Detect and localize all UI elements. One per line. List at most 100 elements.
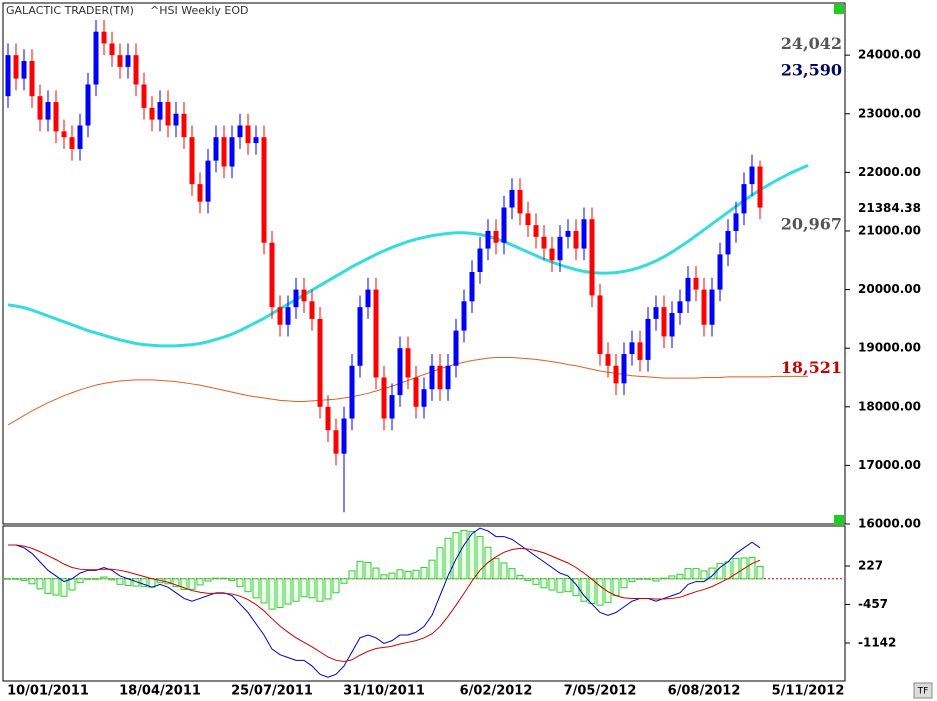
candle-body <box>205 160 211 202</box>
histogram-bar <box>532 578 540 585</box>
price-annotation: 20,967 <box>781 214 842 233</box>
candle-body <box>557 236 563 261</box>
histogram-bar <box>244 578 252 593</box>
indicator-line <box>8 544 761 662</box>
histogram-bar <box>668 575 676 580</box>
x-tick-label: 6/02/2012 <box>460 684 533 699</box>
histogram-bar <box>628 578 636 583</box>
histogram-bar <box>380 574 388 580</box>
corner-square <box>834 515 844 525</box>
histogram-bar <box>300 578 308 598</box>
histogram-bar <box>564 578 572 593</box>
histogram-bar <box>524 578 532 581</box>
histogram-bar <box>572 578 580 597</box>
price-annotation: 18,521 <box>781 358 842 377</box>
histogram-bar <box>404 570 412 580</box>
histogram-bar <box>436 547 444 580</box>
candle-body <box>293 289 299 308</box>
candle-body <box>21 61 27 79</box>
candle-body <box>613 365 619 384</box>
y-tick-label: 23000.00 <box>858 106 921 120</box>
candle-body <box>677 301 683 314</box>
histogram-bar <box>732 558 740 580</box>
histogram-bar <box>44 578 52 594</box>
candle-body <box>61 131 67 138</box>
histogram-bar <box>140 578 148 588</box>
histogram-bar <box>420 567 428 580</box>
candle-body <box>277 307 283 325</box>
candle-body <box>749 166 755 185</box>
histogram-bar <box>548 578 556 591</box>
candle-body <box>637 342 643 360</box>
candle-body <box>189 137 195 185</box>
histogram-bar <box>316 578 324 602</box>
histogram-bar <box>604 578 612 603</box>
price-annotation: 21384.38 <box>858 201 921 215</box>
candle-body <box>229 137 235 167</box>
histogram-bar <box>660 577 668 580</box>
candle-body <box>629 342 635 355</box>
candle-body <box>485 230 491 249</box>
histogram-bar <box>428 559 436 580</box>
x-tick-label: 6/08/2012 <box>668 684 741 699</box>
x-tick-label: 5/11/2012 <box>772 684 845 699</box>
candle-body <box>53 102 59 132</box>
candle-body <box>269 242 275 308</box>
histogram-bar <box>476 536 484 580</box>
candle-body <box>621 354 627 384</box>
histogram-bar <box>36 578 44 590</box>
candle-body <box>253 137 259 144</box>
candle-body <box>413 377 419 407</box>
histogram-bar <box>444 537 452 580</box>
candle-body <box>597 295 603 355</box>
y-tick-label: 18000.00 <box>858 399 921 413</box>
candle-body <box>605 354 611 366</box>
candle-body <box>101 31 107 44</box>
candle-body <box>357 307 363 366</box>
histogram-bar <box>332 578 340 594</box>
candle-body <box>5 55 11 97</box>
y-tick-label: 227 <box>858 558 883 572</box>
candle-body <box>45 102 51 120</box>
candle-body <box>173 113 179 126</box>
histogram-bar <box>212 577 220 580</box>
candle-body <box>709 289 715 325</box>
candle-body <box>517 189 523 214</box>
candle-body <box>645 318 651 360</box>
histogram-bar <box>180 578 188 590</box>
histogram-bar <box>228 578 236 581</box>
histogram-bar <box>556 578 564 593</box>
histogram-bar <box>100 576 108 580</box>
candle-body <box>493 230 499 243</box>
overlay-line <box>7 163 809 348</box>
histogram-bar <box>252 578 260 599</box>
candle-body <box>245 125 251 144</box>
candle-body <box>453 330 459 366</box>
candle-body <box>29 61 35 97</box>
histogram-bar <box>12 578 20 580</box>
histogram-bar <box>372 567 380 580</box>
candle-body <box>429 365 435 390</box>
candle-body <box>397 348 403 396</box>
candle-body <box>509 189 515 208</box>
histogram-bar <box>700 570 708 580</box>
histogram-bar <box>268 578 276 610</box>
candle-body <box>285 307 291 325</box>
candle-body <box>333 430 339 454</box>
candle-body <box>501 207 507 243</box>
candle-body <box>533 225 539 237</box>
candle-body <box>237 125 243 138</box>
candle-body <box>477 248 483 272</box>
app-title: GALACTIC TRADER(TM) <box>6 4 134 17</box>
price-annotation: 23,590 <box>781 61 842 80</box>
candle-body <box>461 301 467 331</box>
histogram-bar <box>748 556 756 580</box>
price-annotation: 24,042 <box>781 34 842 53</box>
histogram-bar <box>540 578 548 589</box>
histogram-bar <box>28 578 36 585</box>
histogram-bar <box>284 578 292 605</box>
candle-body <box>725 230 731 255</box>
candle-body <box>109 43 115 56</box>
histogram-bar <box>364 561 372 580</box>
